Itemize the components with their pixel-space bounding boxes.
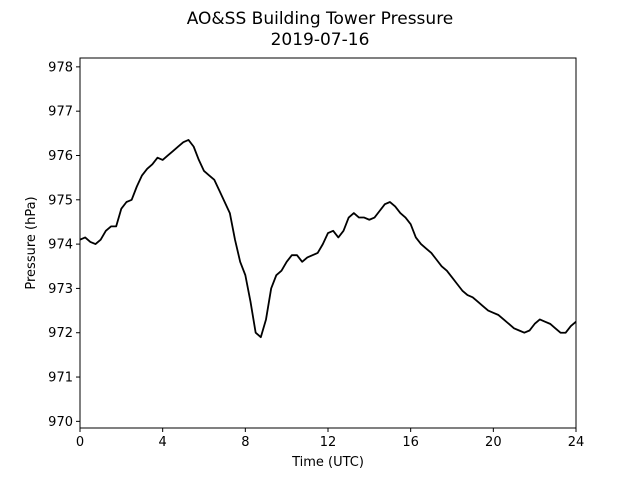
y-tick-label: 978 <box>48 60 73 75</box>
chart-title: AO&SS Building Tower Pressure <box>187 9 454 29</box>
x-tick-label: 12 <box>320 435 337 450</box>
y-tick-label: 975 <box>48 193 73 208</box>
pressure-series-line <box>79 139 577 339</box>
chart-subtitle: 2019-07-16 <box>271 30 370 50</box>
y-tick-label: 977 <box>48 105 73 120</box>
y-axis-label: Pressure (hPa) <box>24 196 39 289</box>
y-tick-label: 973 <box>48 282 73 297</box>
y-tick-label: 971 <box>48 371 73 386</box>
x-axis-ticks: 0 4 8 12 16 20 24 <box>76 428 584 450</box>
x-tick-label: 8 <box>241 435 249 450</box>
y-axis-ticks: 970 971 972 973 974 975 976 977 978 <box>48 60 80 430</box>
x-tick-label: 4 <box>159 435 167 450</box>
x-axis-label: Time (UTC) <box>291 455 364 470</box>
x-tick-label: 0 <box>76 435 84 450</box>
x-tick-label: 20 <box>485 435 502 450</box>
x-tick-label: 24 <box>568 435 585 450</box>
y-tick-label: 970 <box>48 415 73 430</box>
y-tick-label: 974 <box>48 238 73 253</box>
plot-area-frame <box>79 57 577 429</box>
x-tick-label: 16 <box>402 435 419 450</box>
y-tick-label: 976 <box>48 149 73 164</box>
y-tick-label: 972 <box>48 326 73 341</box>
